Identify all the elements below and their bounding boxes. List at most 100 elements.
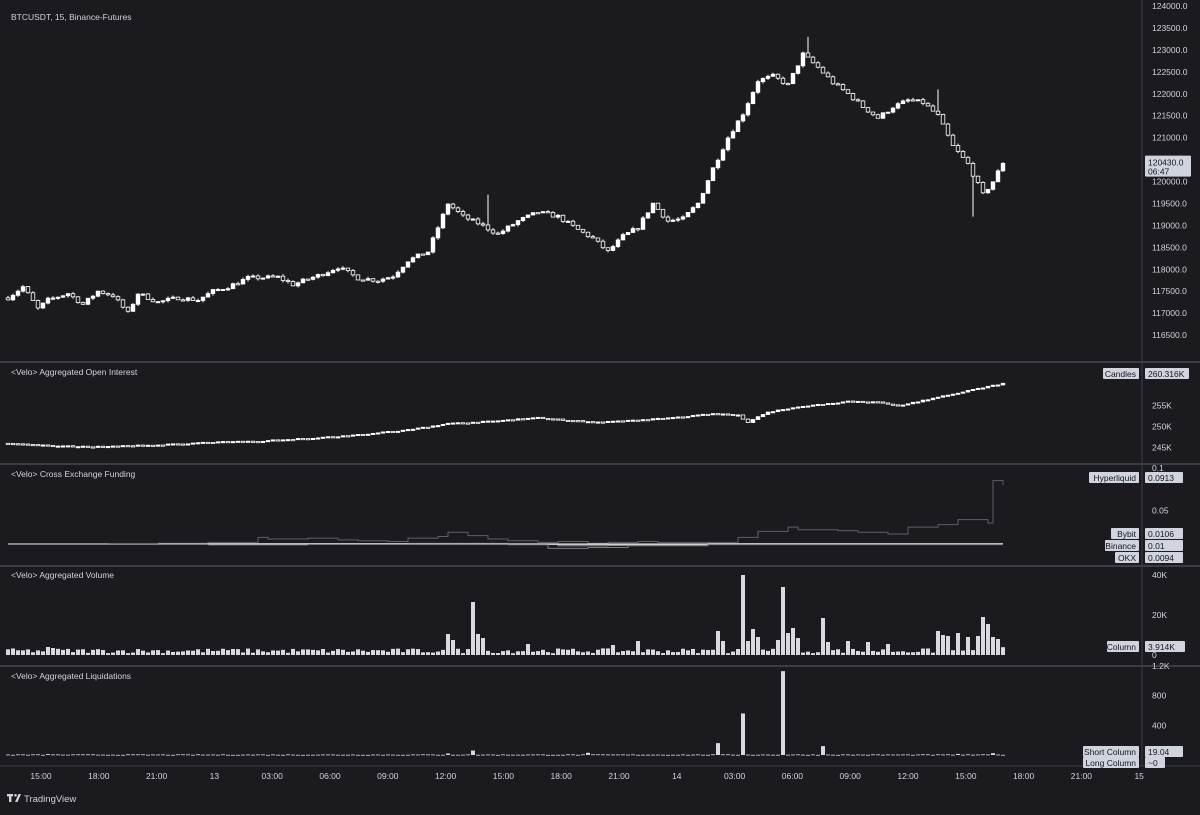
oi-candle-185 xyxy=(930,397,936,401)
liquidations-pane[interactable]: <Velo> Aggregated Liquidations xyxy=(6,671,1005,756)
liq-bar-190 xyxy=(956,753,960,755)
oi-candle-110 xyxy=(555,418,561,421)
volume-bar-75 xyxy=(381,650,385,655)
open-interest-pane[interactable]: <Velo> Aggregated Open Interest xyxy=(5,367,1006,449)
price-body xyxy=(25,286,31,294)
volume-bar-5 xyxy=(31,652,35,655)
volume-bar-197 xyxy=(991,637,995,655)
price-body xyxy=(255,275,261,280)
volume-bar-32 xyxy=(166,650,170,655)
price-pane[interactable] xyxy=(5,36,1006,313)
liq-bar-34 xyxy=(176,754,180,756)
last-price-tag[interactable]: 120430.006:47 xyxy=(1145,155,1191,177)
liq-bar-7 xyxy=(41,754,45,756)
time-tick: 12:00 xyxy=(435,771,457,781)
volume-bar-129 xyxy=(651,649,655,655)
price-candle-103 xyxy=(520,216,526,223)
price-body xyxy=(780,77,786,84)
price-body xyxy=(70,293,76,298)
price-candle-5 xyxy=(30,291,36,301)
oi-body xyxy=(710,413,716,416)
funding-tag-bybit[interactable]: Bybit 0.0106 xyxy=(1111,528,1183,539)
funding-tag-hyperliquid[interactable]: Hyperliquid 0.0913 xyxy=(1089,472,1183,483)
price-candle-16 xyxy=(85,297,91,306)
funding-tag-binance-name-bg xyxy=(1105,540,1139,551)
price-candle-3 xyxy=(20,285,26,293)
oi-candle-79 xyxy=(400,429,406,432)
price-body xyxy=(425,251,431,256)
funding-tag-binance[interactable]: Binance 0.01 xyxy=(1105,540,1183,551)
price-body xyxy=(995,170,1001,183)
oi-body xyxy=(605,420,611,423)
volume-bar-8 xyxy=(46,647,50,655)
price-body xyxy=(970,163,976,177)
price-candle-33 xyxy=(170,295,176,299)
volume-bar-3 xyxy=(21,650,25,655)
oi-body xyxy=(855,400,861,403)
volume-bar-66 xyxy=(336,649,340,655)
volume-bar-99 xyxy=(501,651,505,655)
price-body xyxy=(285,280,291,283)
price-body xyxy=(335,268,341,271)
price-body xyxy=(945,123,951,136)
oi-candle-15 xyxy=(80,445,86,448)
oi-body xyxy=(540,416,546,419)
price-body xyxy=(55,296,61,299)
liq-bar-23 xyxy=(121,754,125,756)
volume-bar-199 xyxy=(1001,647,1005,655)
volume-bar-105 xyxy=(531,651,535,655)
price-candle-23 xyxy=(120,298,126,309)
price-candle-168 xyxy=(845,89,851,94)
volume-bar-79 xyxy=(401,652,405,655)
funding-tag-okx[interactable]: OKX 0.0094 xyxy=(1115,552,1183,563)
liq-bar-169 xyxy=(851,754,855,756)
volume-bar-43 xyxy=(221,648,225,655)
oi-candle-103 xyxy=(520,418,526,421)
volume-bar-38 xyxy=(196,649,200,655)
price-candle-117 xyxy=(590,234,596,239)
price-axes[interactable]: 116500.0 117000.0 117500.0 118000.0 118500.0… xyxy=(1083,1,1191,768)
oi-body xyxy=(260,441,266,444)
price-body xyxy=(930,105,936,112)
liq-bar-163 xyxy=(821,746,825,755)
oi-title: <Velo> Aggregated Open Interest xyxy=(11,367,138,377)
liq-tag-short[interactable]: Short Column 19.04 xyxy=(1083,746,1183,757)
oi-candle-86 xyxy=(435,425,441,428)
price-body xyxy=(5,297,11,301)
oi-body xyxy=(845,400,851,403)
liq-tag-long[interactable]: Long Column ~0 xyxy=(1083,757,1165,768)
oi-candle-192 xyxy=(965,389,971,393)
oi-candle-36 xyxy=(185,443,191,446)
liq-bar-26 xyxy=(136,754,140,756)
volume-tag[interactable]: Column 3.914K xyxy=(1107,641,1185,652)
oi-candle-136 xyxy=(685,416,691,419)
oi-body xyxy=(255,441,261,444)
time-axis[interactable]: 15:00 18:00 21:00 13 03:00 06:00 09:00 12:00 15:… xyxy=(30,771,1144,781)
liq-tag-long-value: ~0 xyxy=(1148,758,1158,768)
price-candle-140 xyxy=(705,179,711,194)
oi-tag[interactable]: Candles 260.316K xyxy=(1103,368,1189,379)
funding-pane[interactable]: <Velo> Cross Exchange Funding xyxy=(8,469,1004,549)
volume-pane[interactable]: <Velo> Aggregated Volume xyxy=(6,570,1005,655)
volume-bar-47 xyxy=(241,652,245,655)
oi-candle-81 xyxy=(410,428,416,431)
volume-bar-162 xyxy=(816,652,820,655)
price-body xyxy=(765,75,771,79)
oi-candle-66 xyxy=(335,436,341,439)
oi-candle-111 xyxy=(560,418,566,421)
oi-candle-13 xyxy=(70,445,76,448)
liq-bar-119 xyxy=(601,754,605,756)
price-tick: 120000.0 xyxy=(1152,177,1188,187)
oi-candle-102 xyxy=(515,418,521,421)
price-body xyxy=(550,212,556,218)
liq-bar-67 xyxy=(341,754,345,756)
oi-body xyxy=(305,438,311,441)
price-candle-138 xyxy=(695,202,701,209)
tradingview-logo[interactable]: TradingView xyxy=(7,794,76,805)
oi-tick: 245K xyxy=(1152,442,1172,452)
price-body xyxy=(770,73,776,77)
price-body xyxy=(925,102,931,107)
oi-tag-value-bg xyxy=(1145,368,1189,379)
liq-bar-91 xyxy=(461,754,465,756)
